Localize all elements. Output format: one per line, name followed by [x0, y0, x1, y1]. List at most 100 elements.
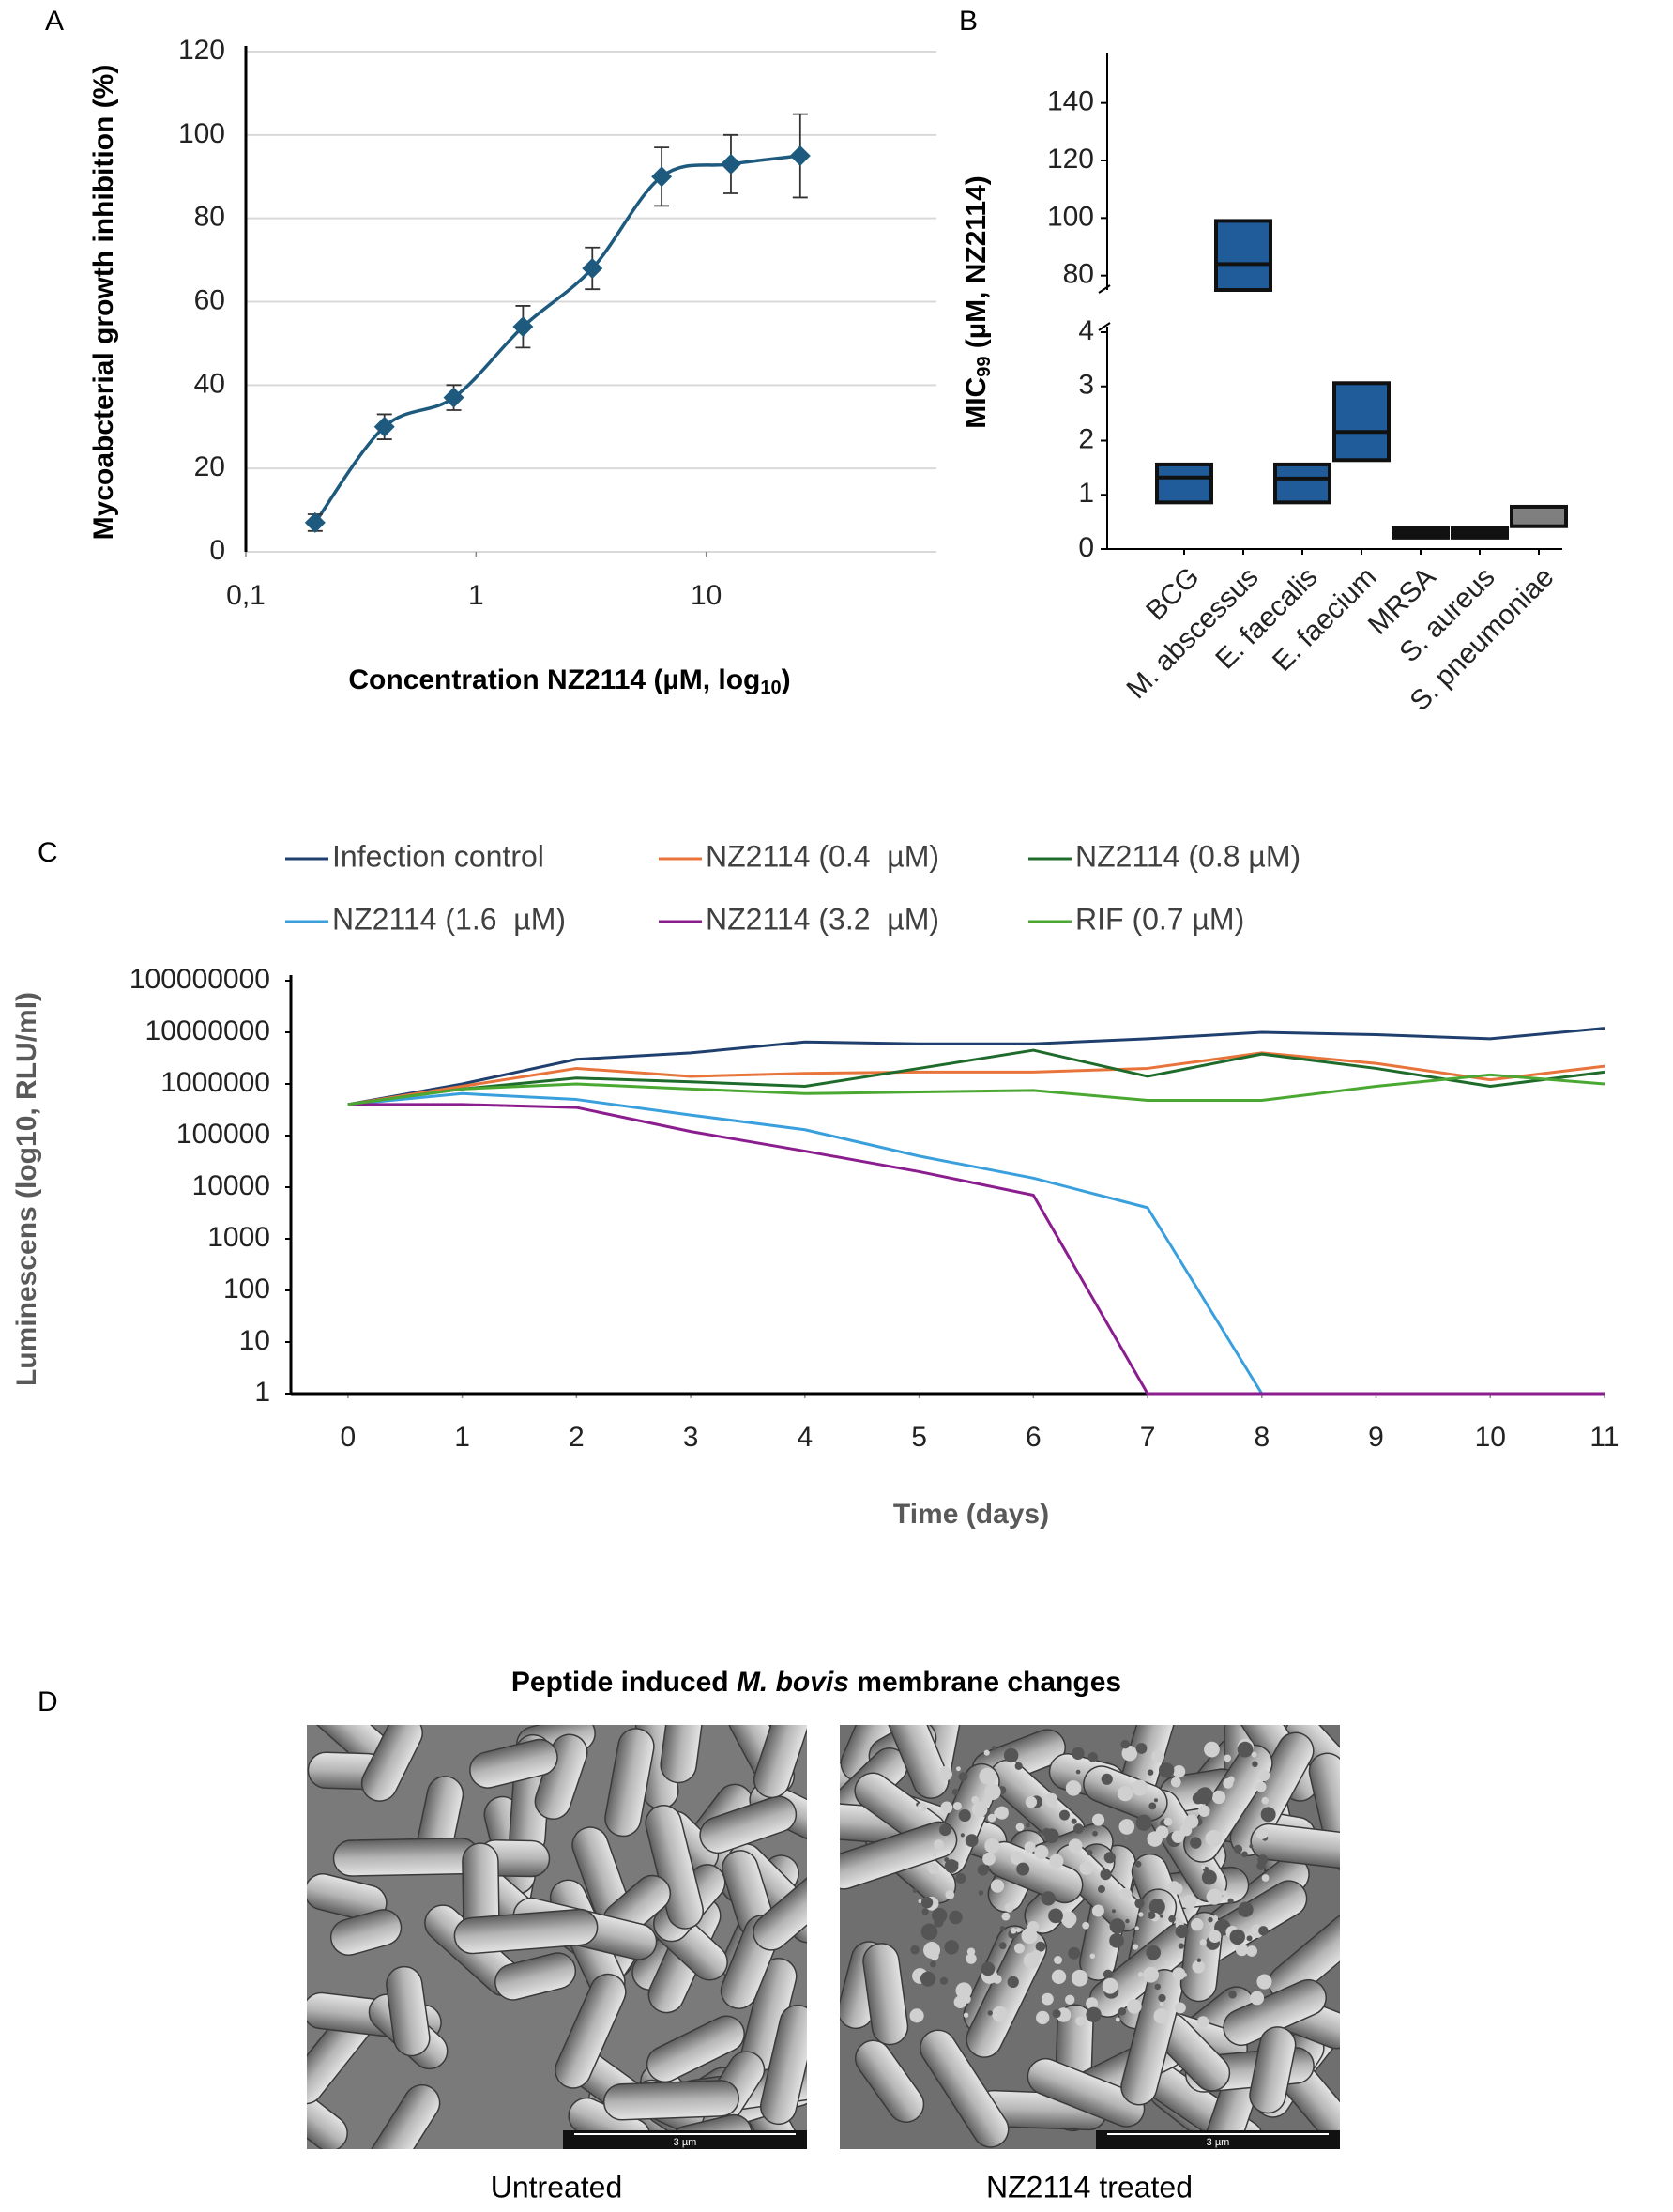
- debris: [1184, 1814, 1199, 1829]
- debris: [1181, 1895, 1197, 1910]
- debris: [1079, 1861, 1094, 1875]
- debris: [1211, 1790, 1226, 1805]
- debris: [1052, 2009, 1061, 2019]
- debris: [920, 1971, 936, 1987]
- debris: [1059, 1809, 1070, 1821]
- debris: [1158, 1993, 1166, 2003]
- debris: [1201, 1865, 1206, 1869]
- debris: [1159, 1914, 1163, 1918]
- debris: [1134, 1926, 1139, 1930]
- debris: [1097, 1885, 1105, 1894]
- debris: [923, 1942, 941, 1960]
- y-tick-label: 1000000: [160, 1067, 270, 1098]
- x-tick-label: 3: [683, 1422, 699, 1453]
- debris: [1118, 1887, 1133, 1901]
- debris: [1148, 1899, 1165, 1915]
- debris: [1228, 1990, 1237, 1999]
- debris: [920, 1897, 934, 1909]
- bacterium: [604, 1728, 655, 1838]
- debris: [1208, 1930, 1222, 1943]
- title-italic: M. bovis: [737, 1667, 849, 1698]
- bacterium: [759, 2004, 807, 2126]
- x-tick-label: 6: [1026, 1422, 1042, 1453]
- y-tick-label: 10000000: [145, 1015, 270, 1046]
- debris: [1023, 1952, 1041, 1969]
- debris: [1120, 1739, 1131, 1749]
- y-tick-label: 1: [254, 1377, 270, 1408]
- x-tick-label: 10: [1475, 1422, 1506, 1453]
- debris: [912, 1888, 918, 1893]
- debris: [1134, 1860, 1142, 1868]
- debris: [945, 1890, 955, 1899]
- debris: [1071, 1969, 1088, 1987]
- debris: [1212, 1915, 1219, 1921]
- debris: [1127, 1999, 1142, 2014]
- debris: [939, 1976, 949, 1985]
- debris: [1241, 1851, 1248, 1858]
- debris: [1044, 1828, 1059, 1843]
- panel-label: C: [38, 837, 58, 868]
- y-tick-label: 80: [1063, 259, 1094, 290]
- debris: [1143, 1966, 1160, 1983]
- bacterium: [1120, 1969, 1183, 2106]
- debris: [982, 1852, 996, 1866]
- bacterium: [1308, 1752, 1340, 1872]
- x-tick-label: 9: [1368, 1422, 1384, 1453]
- debris: [1068, 1838, 1083, 1854]
- debris: [1255, 1781, 1267, 1792]
- debris: [1034, 1844, 1049, 1860]
- debris: [1153, 2008, 1169, 2024]
- data-line: [347, 1091, 1605, 1396]
- debris: [1208, 1916, 1213, 1923]
- x-tick-label: 7: [1140, 1422, 1156, 1453]
- debris: [983, 1749, 990, 1756]
- y-tick-label: 140: [1047, 86, 1094, 117]
- y-tick-label: 1000: [207, 1222, 270, 1253]
- bacterium: [885, 1725, 950, 1799]
- debris: [1118, 1819, 1135, 1835]
- bacterium: [1027, 2057, 1146, 2128]
- data-point: [443, 387, 464, 408]
- bacterium: [660, 1725, 706, 1784]
- x-axis-title-sub: 10: [760, 678, 781, 698]
- debris: [1199, 1939, 1207, 1946]
- debris: [1257, 1769, 1270, 1782]
- box: [1273, 462, 1331, 505]
- debris: [984, 1783, 1001, 1800]
- debris: [1246, 1945, 1257, 1957]
- panel-title: Peptide induced M. bovis membrane change…: [511, 1667, 1121, 1698]
- debris: [1100, 1869, 1112, 1881]
- debris: [1086, 1997, 1099, 2010]
- axis-break: [1098, 322, 1111, 331]
- debris: [1072, 1747, 1085, 1760]
- debris: [1026, 1823, 1031, 1828]
- debris: [930, 1960, 936, 1968]
- debris: [1204, 1741, 1220, 1758]
- x-tick-label: 1: [468, 580, 484, 611]
- debris: [1172, 1967, 1186, 1981]
- legend-label: Infection control: [332, 839, 544, 873]
- x-tick-label: 10: [691, 580, 722, 611]
- debris: [1172, 1764, 1186, 1778]
- debris: [1102, 1977, 1118, 1994]
- debris: [1155, 1825, 1169, 1839]
- panel-label: B: [959, 6, 978, 37]
- debris: [1255, 1826, 1269, 1839]
- y-tick-label: 10000: [192, 1170, 270, 1201]
- bacterium: [862, 1943, 909, 2046]
- debris: [1014, 1762, 1023, 1770]
- debris: [1201, 1869, 1217, 1885]
- box: [1451, 526, 1509, 540]
- debris: [1196, 1958, 1202, 1963]
- debris: [994, 1808, 1003, 1818]
- debris: [1048, 1908, 1063, 1924]
- debris: [965, 1834, 979, 1848]
- debris: [1065, 1780, 1082, 1796]
- bacterium: [646, 2015, 745, 2083]
- debris: [1261, 1874, 1270, 1882]
- debris: [979, 1767, 996, 1785]
- debris: [1206, 1888, 1223, 1905]
- debris: [981, 1961, 996, 1976]
- data-line: [347, 1073, 1605, 1106]
- debris: [1135, 1814, 1152, 1831]
